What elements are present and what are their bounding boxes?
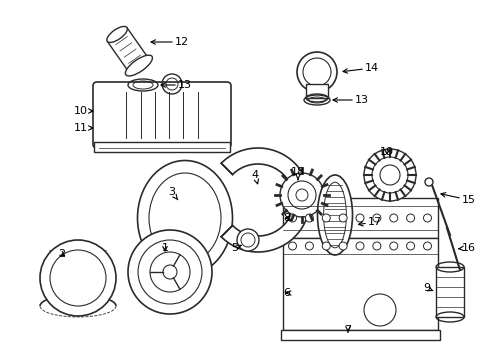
Text: 1: 1: [161, 243, 168, 253]
Circle shape: [389, 242, 397, 250]
Bar: [435, 267, 463, 317]
Circle shape: [322, 242, 329, 250]
FancyArrowPatch shape: [120, 43, 131, 51]
Text: 13: 13: [332, 95, 368, 105]
FancyArrowPatch shape: [124, 49, 136, 57]
Bar: [280, 330, 439, 340]
Text: 2: 2: [59, 249, 65, 259]
Text: 4: 4: [251, 170, 258, 184]
Text: 6: 6: [283, 288, 290, 298]
Circle shape: [372, 242, 380, 250]
Ellipse shape: [317, 175, 352, 255]
Bar: [107, 28, 148, 72]
Circle shape: [371, 157, 407, 193]
Text: 15: 15: [440, 193, 475, 205]
Circle shape: [363, 294, 395, 326]
Circle shape: [128, 230, 212, 314]
Circle shape: [363, 149, 415, 201]
Circle shape: [288, 242, 296, 250]
Text: 19: 19: [379, 147, 393, 157]
Bar: [282, 198, 437, 238]
Text: 3: 3: [168, 187, 178, 200]
FancyArrowPatch shape: [128, 55, 140, 63]
Text: 9: 9: [422, 283, 432, 293]
FancyArrowPatch shape: [115, 36, 127, 45]
Circle shape: [339, 242, 346, 250]
Circle shape: [355, 242, 363, 250]
Text: 16: 16: [458, 243, 475, 253]
Circle shape: [305, 242, 313, 250]
Bar: [282, 238, 437, 330]
Text: 14: 14: [342, 63, 378, 73]
Circle shape: [372, 214, 380, 222]
Circle shape: [40, 240, 116, 316]
Circle shape: [389, 214, 397, 222]
Text: 12: 12: [151, 37, 189, 47]
Circle shape: [296, 52, 336, 92]
Circle shape: [280, 173, 324, 217]
Circle shape: [322, 214, 329, 222]
FancyBboxPatch shape: [93, 82, 230, 148]
Text: 17: 17: [358, 217, 381, 227]
Ellipse shape: [125, 55, 152, 76]
Circle shape: [424, 178, 432, 186]
Text: 8: 8: [282, 213, 290, 223]
Text: 5: 5: [230, 243, 241, 253]
Ellipse shape: [107, 26, 127, 42]
Circle shape: [237, 229, 259, 251]
Text: 18: 18: [290, 167, 305, 180]
Circle shape: [355, 214, 363, 222]
Circle shape: [305, 214, 313, 222]
Circle shape: [423, 214, 430, 222]
Text: 7: 7: [344, 325, 351, 335]
Circle shape: [406, 214, 414, 222]
Circle shape: [339, 214, 346, 222]
Circle shape: [423, 242, 430, 250]
Text: 13: 13: [161, 80, 192, 90]
Text: 10: 10: [74, 106, 93, 116]
Circle shape: [406, 242, 414, 250]
PathPatch shape: [221, 148, 309, 252]
Bar: [305, 84, 327, 98]
Bar: [94, 142, 229, 152]
Text: 11: 11: [74, 123, 93, 133]
Circle shape: [288, 214, 296, 222]
